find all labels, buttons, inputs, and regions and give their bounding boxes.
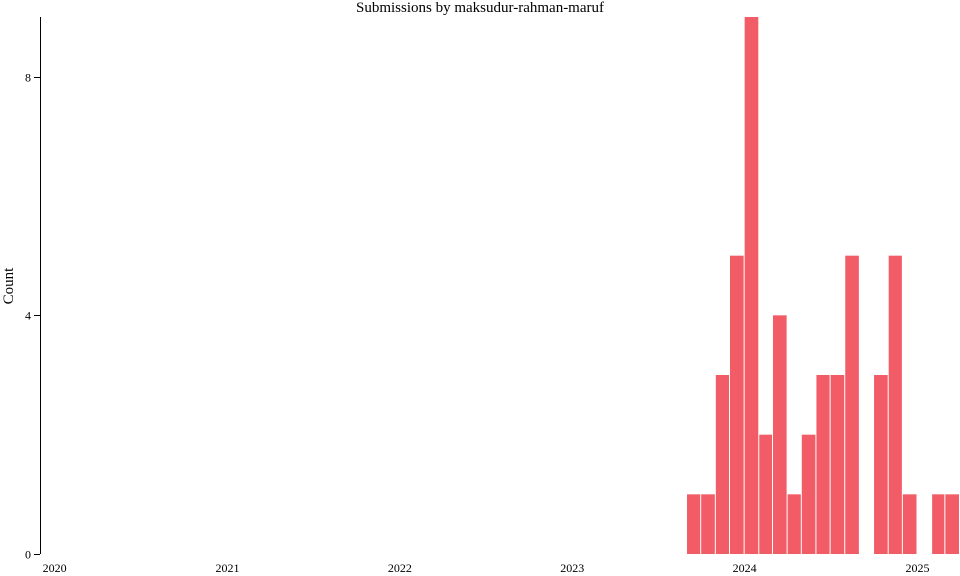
- histogram-bar: [787, 494, 801, 554]
- x-tick-label: 2023: [560, 561, 584, 575]
- y-axis: 0 4 8: [25, 17, 41, 562]
- histogram-bar: [888, 255, 902, 555]
- y-tick-label: 0: [25, 548, 31, 562]
- histogram-bar: [772, 315, 787, 554]
- y-tick-label: 8: [25, 71, 31, 85]
- histogram-bar: [816, 375, 830, 554]
- x-tick-label: 2024: [733, 561, 757, 575]
- y-tick-label: 4: [25, 309, 31, 323]
- x-tick-label: 2025: [905, 561, 929, 575]
- histogram-bar: [744, 17, 759, 554]
- histogram-bar: [945, 494, 959, 554]
- histogram-bar: [845, 255, 859, 555]
- x-axis: 2020 2021 2022 2023 2024 2025: [43, 561, 930, 575]
- histogram-bar: [715, 375, 729, 554]
- histogram-bar: [830, 375, 845, 554]
- chart-title: Submissions by maksudur-rahman-maruf: [356, 0, 604, 16]
- x-tick-label: 2021: [215, 561, 239, 575]
- bars-group: [687, 17, 959, 555]
- histogram-bar: [730, 255, 744, 555]
- x-tick-label: 2020: [43, 561, 67, 575]
- histogram-bar: [687, 494, 701, 554]
- x-tick-label: 2022: [388, 561, 412, 575]
- y-axis-label: Count: [1, 267, 17, 305]
- histogram-bar: [932, 494, 945, 554]
- histogram-bar: [759, 434, 772, 554]
- histogram-bar: [801, 434, 816, 554]
- histogram-bar: [874, 375, 888, 554]
- histogram-bar: [701, 494, 715, 554]
- histogram-bar: [902, 494, 917, 554]
